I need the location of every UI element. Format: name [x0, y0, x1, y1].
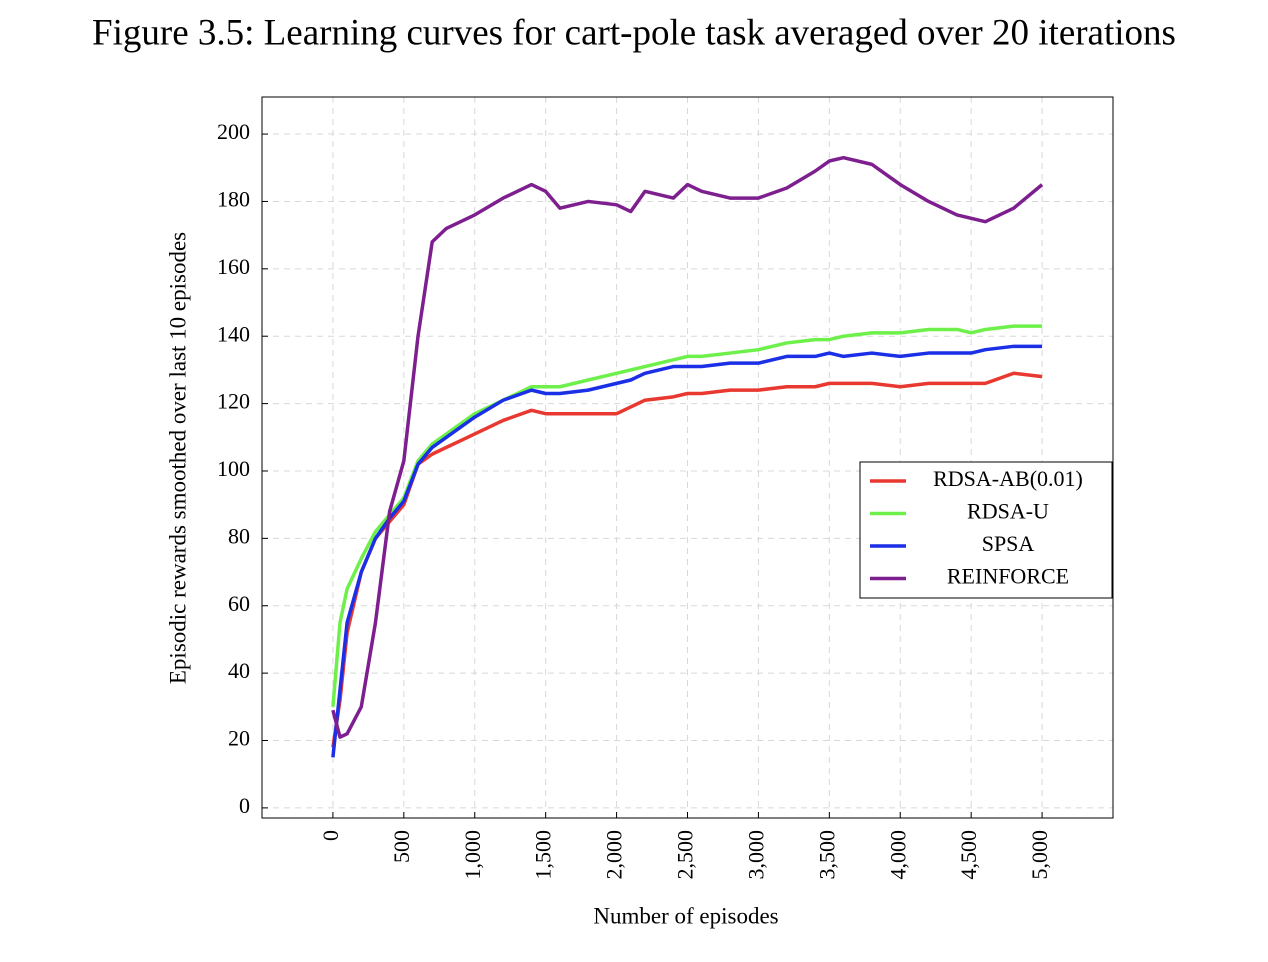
x-tick-label: 4,500 [956, 830, 981, 880]
x-tick-label: 3,500 [814, 830, 839, 880]
x-tick-label: 1,500 [531, 830, 556, 880]
legend: RDSA-AB(0.01) RDSA-U SPSA REINFORCE [859, 461, 1113, 599]
series-line [331, 155, 1044, 739]
legend-box [859, 461, 1113, 599]
legend-label: RDSA-AB(0.01) [933, 466, 1083, 491]
legend-label: RDSA-U [967, 499, 1049, 524]
x-axis-label: Number of episodes [593, 903, 778, 928]
x-tick-label: 4,000 [885, 830, 910, 880]
y-tick-label: 160 [217, 254, 250, 279]
y-tick-label: 60 [228, 591, 250, 616]
y-tick-label: 20 [228, 726, 250, 751]
y-axis-label: Episodic rewards smoothed over last 10 e… [165, 232, 190, 684]
x-tick-label: 3,000 [743, 830, 768, 880]
x-tick-label: 2,500 [673, 830, 698, 880]
legend-label: REINFORCE [947, 564, 1069, 589]
y-tick-label: 140 [217, 321, 250, 346]
plot-frame [261, 96, 1114, 819]
legend-label: SPSA [982, 531, 1035, 556]
y-tick-label: 120 [217, 389, 250, 414]
x-tick-label: 5,000 [1027, 830, 1052, 880]
y-tick-label: 100 [217, 456, 250, 481]
x-tick-label: 1,000 [460, 830, 485, 880]
x-tick-label: 0 [318, 830, 343, 841]
series-line [331, 344, 1043, 758]
x-tick-label: 500 [389, 830, 414, 863]
chart-title: Figure 3.5: Learning curves for cart-pol… [92, 12, 1176, 53]
series-line [331, 371, 1043, 748]
y-tick-label: 0 [239, 793, 250, 818]
y-tick-label: 40 [228, 658, 250, 683]
y-tick-label: 80 [228, 523, 250, 548]
y-tick-label: 200 [217, 119, 250, 144]
y-tick-label: 180 [217, 186, 250, 211]
x-tick-label: 2,000 [602, 830, 627, 880]
